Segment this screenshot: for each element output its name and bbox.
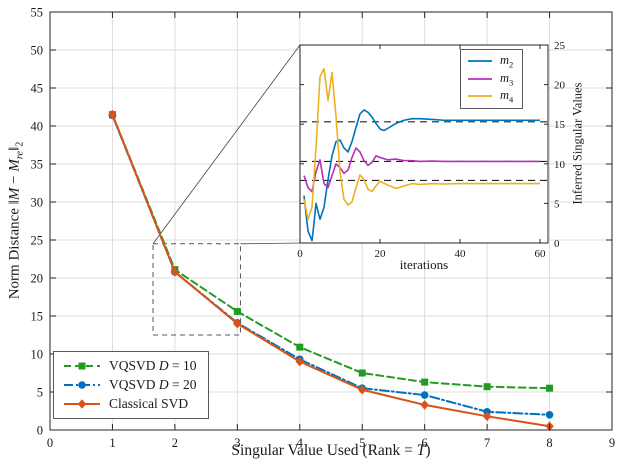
inset-x-axis-label: iterations bbox=[399, 257, 449, 272]
inset-legend-sample-magenta-line bbox=[468, 77, 492, 80]
svg-text:55: 55 bbox=[31, 6, 44, 20]
svg-text:15: 15 bbox=[554, 119, 566, 131]
legend-inset: m2 m3 m4 bbox=[460, 49, 524, 109]
inset-axes: 0 20 40 60 0 5 10 15 20 25 bbox=[297, 40, 565, 260]
inset-series-2 bbox=[303, 67, 540, 221]
inset-legend-label-m3: m3 bbox=[500, 70, 514, 88]
legend-label-vqsvd-d10: VQSVD D = 10 bbox=[109, 358, 197, 373]
x-axis-label: Singular Value Used (Rank = T) bbox=[231, 442, 431, 459]
legend-label-vqsvd-d20: VQSVD D = 20 bbox=[109, 377, 197, 392]
norm-open: ‖ bbox=[6, 200, 23, 205]
inset-legend-sample-yellow-line bbox=[468, 95, 492, 98]
svg-text:25: 25 bbox=[31, 234, 44, 248]
legend-main: VQSVD D = 10 VQSVD D = 20 Classical SVD bbox=[53, 351, 209, 419]
inset-series-0 bbox=[303, 109, 540, 242]
svg-text:20: 20 bbox=[31, 272, 44, 286]
svg-text:0: 0 bbox=[37, 424, 43, 438]
zoom-connector-top bbox=[152, 44, 301, 245]
svg-text:3: 3 bbox=[234, 436, 240, 450]
svg-text:20: 20 bbox=[554, 80, 566, 92]
legend-sample-blue-dashdot-circle bbox=[64, 381, 100, 389]
svg-text:25: 25 bbox=[554, 40, 566, 52]
svg-text:45: 45 bbox=[31, 82, 44, 96]
svg-text:6: 6 bbox=[422, 436, 428, 450]
svg-text:5: 5 bbox=[37, 386, 43, 400]
svg-text:35: 35 bbox=[31, 158, 44, 172]
svg-text:5: 5 bbox=[359, 436, 365, 450]
inset-series-1 bbox=[303, 147, 540, 193]
inset-legend-sample-blue-line bbox=[468, 60, 492, 63]
legend-label-classical-svd: Classical SVD bbox=[109, 396, 189, 411]
svg-text:4: 4 bbox=[297, 436, 304, 450]
svg-text:20: 20 bbox=[375, 248, 387, 260]
inset-legend-label-m4: m4 bbox=[500, 88, 514, 105]
svg-text:2: 2 bbox=[172, 436, 178, 450]
svg-text:15: 15 bbox=[31, 310, 44, 324]
legend-item-classical-svd: Classical SVD bbox=[62, 396, 197, 412]
svg-text:8: 8 bbox=[546, 436, 552, 450]
inset-legend-item-m2: m2 bbox=[467, 53, 513, 70]
legend-sample-orange-solid-diamond bbox=[64, 399, 100, 409]
svg-text:0: 0 bbox=[554, 238, 560, 250]
svg-text:50: 50 bbox=[31, 44, 44, 58]
legend-item-vqsvd-d20: VQSVD D = 20 bbox=[62, 377, 197, 393]
inset-legend-item-m4: m4 bbox=[467, 88, 513, 105]
svg-text:0: 0 bbox=[297, 248, 303, 260]
zoom-connector-bottom bbox=[240, 242, 301, 245]
svg-text:10: 10 bbox=[31, 348, 44, 362]
inset-legend-label-m2: m2 bbox=[500, 53, 514, 70]
svg-text:1: 1 bbox=[109, 436, 115, 450]
legend-sample-green-dashed-square bbox=[64, 362, 100, 370]
svg-text:30: 30 bbox=[31, 196, 44, 210]
inset-legend-item-m3: m3 bbox=[467, 70, 514, 88]
svg-text:10: 10 bbox=[554, 159, 566, 171]
svg-text:40: 40 bbox=[31, 120, 44, 134]
svg-text:40: 40 bbox=[455, 248, 467, 260]
svg-text:7: 7 bbox=[484, 436, 490, 450]
y-axis-label: Norm Distance ‖M − Mre‖2 bbox=[6, 141, 26, 300]
norm-close: ‖ bbox=[6, 146, 23, 152]
svg-text:0: 0 bbox=[47, 436, 53, 450]
legend-item-vqsvd-d10: VQSVD D = 10 bbox=[62, 358, 197, 374]
svg-text:5: 5 bbox=[554, 198, 560, 210]
inset-y-axis-label: Inferred Singular Values bbox=[570, 82, 585, 205]
svg-text:9: 9 bbox=[609, 436, 615, 450]
svg-text:60: 60 bbox=[535, 248, 547, 260]
